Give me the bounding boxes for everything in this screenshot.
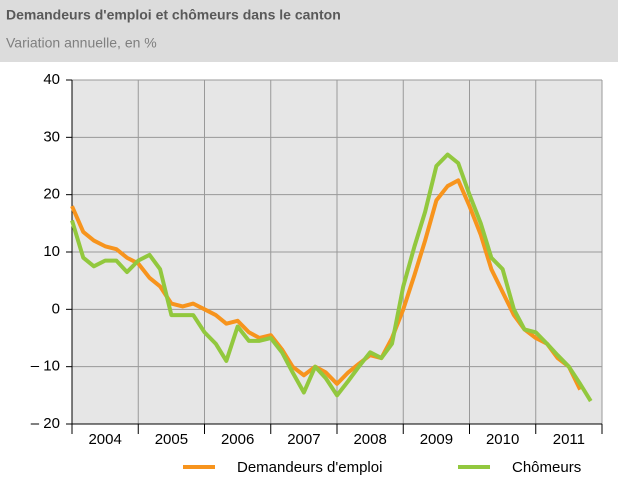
x-tick-label: 2007 xyxy=(287,431,320,448)
y-tick-label: – 10 xyxy=(31,358,60,375)
y-tick-label: 30 xyxy=(43,128,60,145)
x-tick-label: 2006 xyxy=(221,431,254,448)
legend-label: Chômeurs xyxy=(512,459,581,476)
y-tick-label: 40 xyxy=(43,71,60,88)
x-tick-label: 2004 xyxy=(88,431,121,448)
x-tick-label: 2009 xyxy=(420,431,453,448)
legend-label: Demandeurs d'emploi xyxy=(237,459,382,476)
x-tick-label: 2010 xyxy=(486,431,519,448)
chart-subtitle: Variation annuelle, en % xyxy=(6,35,157,51)
x-tick-label: 2005 xyxy=(155,431,188,448)
chart-title: Demandeurs d'emploi et chômeurs dans le … xyxy=(6,7,341,23)
y-tick-label: 20 xyxy=(43,186,60,203)
x-tick-label: 2008 xyxy=(353,431,386,448)
x-tick-label: 2011 xyxy=(553,431,585,448)
line-series xyxy=(70,152,593,403)
header-band xyxy=(0,0,618,62)
y-tick-label: 10 xyxy=(43,243,60,260)
line-series xyxy=(70,178,582,391)
y-tick-label: – 20 xyxy=(31,415,60,432)
y-tick-label: 0 xyxy=(52,300,60,317)
